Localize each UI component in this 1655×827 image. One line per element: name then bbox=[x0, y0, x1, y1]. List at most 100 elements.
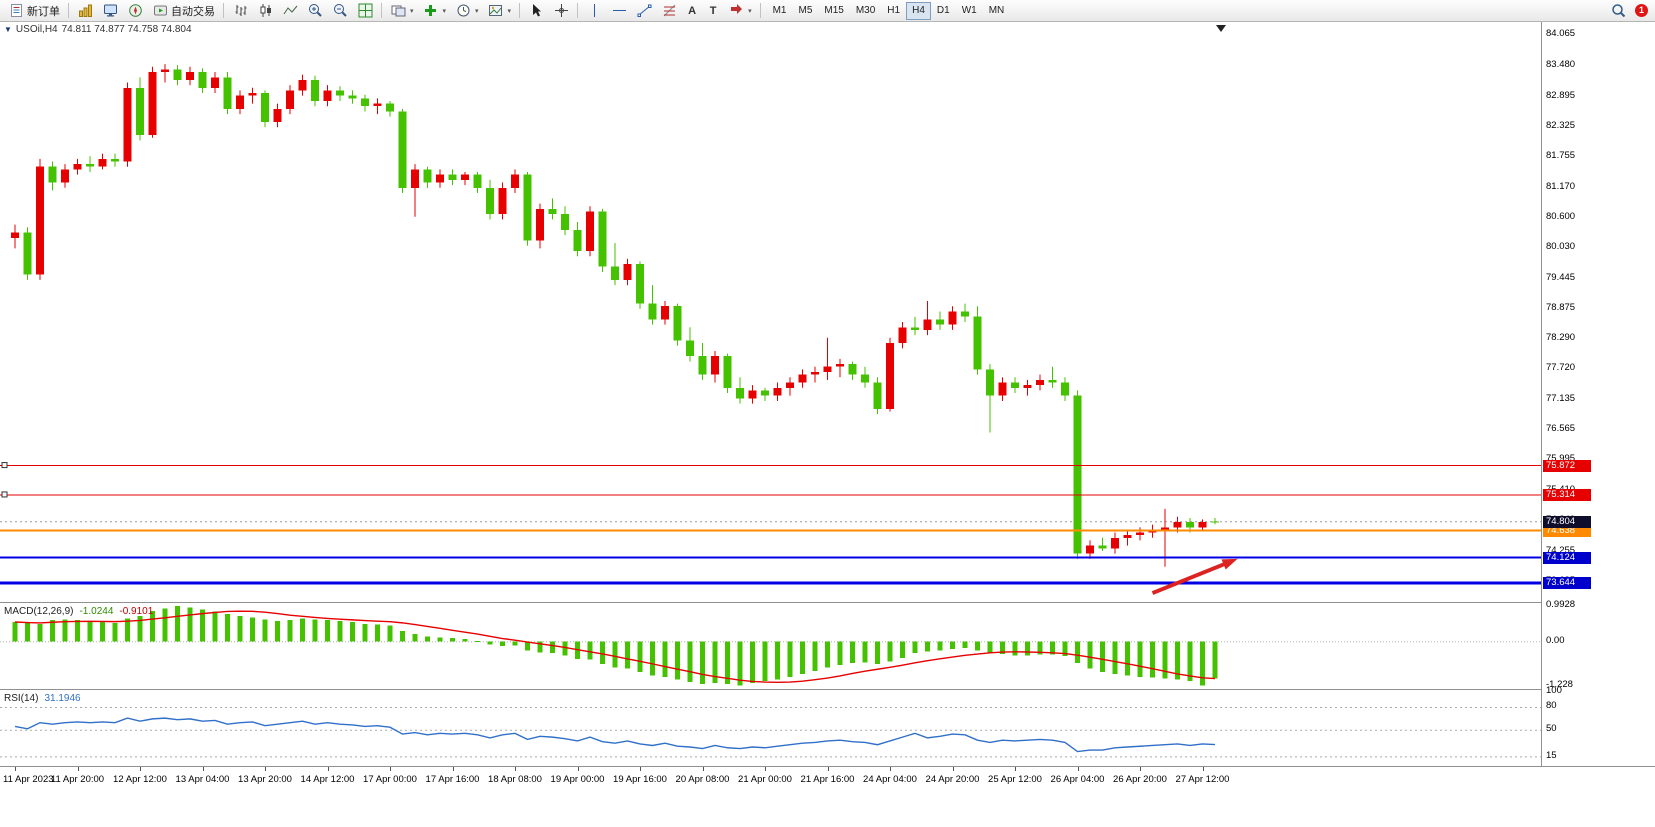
toolbar: 新订单 自动交易 bbox=[0, 0, 1655, 22]
candlestick-chart bbox=[0, 64, 1541, 595]
tile-windows-button[interactable] bbox=[353, 1, 377, 21]
new-order-label: 新订单 bbox=[27, 5, 60, 18]
arrow-object-icon bbox=[728, 3, 744, 19]
rsi-line bbox=[14, 717, 1216, 753]
candlestick-chart-button[interactable] bbox=[253, 1, 277, 21]
timeframe-m15[interactable]: M15 bbox=[818, 2, 849, 20]
price-tick: 77.135 bbox=[1546, 393, 1576, 405]
price-axis[interactable]: 84.065 83.480 82.895 82.325 81.755 81.170 80.6… bbox=[1541, 22, 1655, 766]
price-tick: 80.600 bbox=[1546, 210, 1576, 222]
time-tick bbox=[640, 767, 641, 771]
time-label: 27 Apr 12:00 bbox=[1175, 774, 1230, 785]
time-label: 11 Apr 20:00 bbox=[50, 774, 105, 785]
time-label: 19 Apr 16:00 bbox=[613, 774, 667, 785]
search-button[interactable] bbox=[1606, 1, 1630, 21]
candlestick-icon bbox=[257, 3, 273, 19]
macd-signal-line bbox=[14, 610, 1216, 684]
timeframe-m5[interactable]: M5 bbox=[792, 2, 818, 20]
notification-badge[interactable]: 1 bbox=[1635, 4, 1648, 17]
price-tick: 82.895 bbox=[1546, 89, 1576, 101]
symbol-header: ▼ USOil,H4 74.811 74.877 74.758 74.804 bbox=[4, 24, 192, 35]
timeframe-w1[interactable]: W1 bbox=[956, 2, 983, 20]
one-click-trading-toggle[interactable]: ▼ bbox=[4, 25, 12, 34]
horizontal-line-button[interactable] bbox=[607, 1, 631, 21]
rsi-scale-label: 15 bbox=[1546, 749, 1557, 761]
price-tag: 74.124 bbox=[1543, 551, 1591, 564]
time-tick bbox=[15, 767, 16, 771]
time-label: 24 Apr 04:00 bbox=[863, 774, 917, 785]
price-tick: 81.755 bbox=[1546, 149, 1576, 161]
candles bbox=[11, 64, 1219, 567]
trendline-button[interactable] bbox=[632, 1, 656, 21]
new-order-button[interactable]: 新订单 bbox=[4, 1, 64, 21]
time-axis[interactable]: 11 Apr 2023 11 Apr 20:00 12 Apr 12:00 13 Ap… bbox=[0, 766, 1655, 792]
template-picture-icon bbox=[488, 3, 504, 19]
chevron-down-icon: ▾ bbox=[442, 7, 447, 15]
price-tag: 73.644 bbox=[1543, 576, 1591, 589]
cursor-button[interactable] bbox=[524, 1, 548, 21]
time-label: 12 Apr 12:00 bbox=[113, 774, 167, 785]
time-tick bbox=[702, 767, 704, 771]
new-chart-button[interactable] bbox=[73, 1, 97, 21]
autotrading-play-icon bbox=[152, 3, 168, 19]
text-label-button[interactable]: T bbox=[703, 1, 723, 21]
line-chart-button[interactable] bbox=[278, 1, 302, 21]
gold-bars-chart-icon bbox=[77, 3, 93, 19]
text-label-icon: T bbox=[709, 4, 717, 17]
price-tag: 75.314 bbox=[1543, 488, 1591, 501]
market-watch-button[interactable] bbox=[98, 1, 122, 21]
periods-button[interactable]: ▾ bbox=[451, 1, 483, 21]
line-handle[interactable] bbox=[1, 462, 8, 469]
time-label: 13 Apr 20:00 bbox=[238, 774, 292, 785]
autotrading-button[interactable]: 自动交易 bbox=[148, 1, 219, 21]
price-tick: 78.290 bbox=[1546, 332, 1576, 344]
timeframe-m1[interactable]: M1 bbox=[767, 2, 793, 20]
vertical-line-button[interactable] bbox=[582, 1, 606, 21]
macd-label: MACD(12,26,9) -1.0244 -0.9101 bbox=[4, 606, 153, 617]
price-tick: 82.325 bbox=[1546, 119, 1576, 131]
zoom-out-button[interactable] bbox=[328, 1, 352, 21]
vertical-line-icon bbox=[586, 3, 602, 19]
price-tick: 78.875 bbox=[1546, 301, 1576, 313]
time-label: 26 Apr 20:00 bbox=[1113, 774, 1167, 785]
time-tick bbox=[890, 767, 891, 771]
timeframe-mn[interactable]: MN bbox=[983, 2, 1011, 20]
zoom-in-button[interactable] bbox=[303, 1, 327, 21]
timeframe-h4[interactable]: H4 bbox=[906, 1, 931, 20]
chart-shift-marker[interactable] bbox=[1216, 25, 1226, 32]
rsi-scale-label: 100 bbox=[1546, 685, 1562, 697]
macd-scale-label: 0.00 bbox=[1546, 634, 1565, 646]
add-indicator-icon bbox=[423, 3, 439, 19]
timeframe-d1[interactable]: D1 bbox=[931, 2, 956, 20]
line-handle[interactable] bbox=[1, 491, 8, 498]
profiles-button[interactable]: ▾ bbox=[386, 1, 418, 21]
bar-chart-icon bbox=[232, 3, 248, 19]
clock-icon bbox=[455, 3, 471, 19]
bar-chart-button[interactable] bbox=[228, 1, 252, 21]
timeframe-m30[interactable]: M30 bbox=[850, 2, 881, 20]
macd-scale-label: -1.228 bbox=[1546, 678, 1573, 690]
time-tick bbox=[827, 767, 829, 771]
timeframe-h1[interactable]: H1 bbox=[881, 2, 906, 20]
crosshair-button[interactable] bbox=[549, 1, 573, 21]
indicators-button[interactable]: ▾ bbox=[419, 1, 451, 21]
toolbar-separator bbox=[223, 3, 224, 18]
price-tick: 84.065 bbox=[1546, 28, 1576, 40]
navigator-button[interactable] bbox=[123, 1, 147, 21]
text-button[interactable]: A bbox=[682, 1, 702, 21]
rsi-scale-label: 50 bbox=[1546, 723, 1557, 735]
rsi-chart bbox=[0, 706, 1541, 758]
fibonacci-button[interactable] bbox=[657, 1, 681, 21]
rsi-pane[interactable]: RSI(14) 31.1946 bbox=[0, 689, 1541, 766]
toolbar-separator bbox=[519, 3, 521, 18]
compass-icon bbox=[127, 3, 143, 19]
templates-button[interactable]: ▾ bbox=[484, 1, 516, 21]
arrows-button[interactable]: ▾ bbox=[724, 1, 756, 21]
trend-arrow-annotation[interactable] bbox=[1151, 558, 1238, 595]
macd-pane[interactable]: MACD(12,26,9) -1.0244 -0.9101 bbox=[0, 602, 1541, 689]
price-tag: 74.804 bbox=[1543, 515, 1591, 528]
time-label: 24 Apr 20:00 bbox=[925, 774, 980, 785]
monitor-icon bbox=[102, 3, 118, 19]
macd-signal-value: -0.9101 bbox=[119, 606, 154, 617]
main-chart-pane[interactable]: ▼ USOil,H4 74.811 74.877 74.758 74.804 bbox=[0, 22, 1541, 602]
